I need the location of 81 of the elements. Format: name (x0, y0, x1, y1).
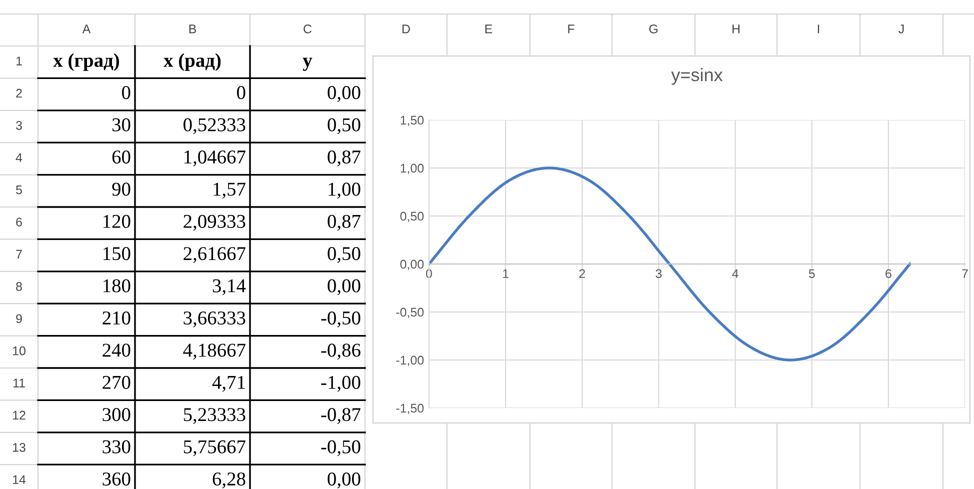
text: x (град) (53, 53, 120, 71)
text: D (402, 24, 410, 34)
text: 0,52333 (184, 118, 246, 134)
text: G (649, 24, 658, 34)
x-tick-label: 4 (732, 269, 738, 278)
text: 2,09333 (184, 214, 246, 231)
text: 9 (16, 314, 22, 324)
text: 0 (122, 86, 130, 100)
text: 60 (112, 150, 130, 164)
x-tick-label: 1 (503, 269, 508, 278)
text: J (898, 24, 904, 34)
chart-title: y=sinx (671, 68, 723, 85)
text: 10 (13, 346, 26, 356)
text: -0,86 (321, 344, 360, 360)
text: I (818, 24, 820, 34)
text: 0,00 (328, 279, 360, 296)
text: C (304, 24, 312, 34)
text: y (302, 58, 312, 71)
text: 14 (13, 475, 26, 484)
text: -0,50 (321, 311, 360, 328)
text: 0,00 (328, 472, 360, 488)
text: 90 (112, 182, 130, 196)
text: 2 (16, 88, 22, 98)
text: 1,04667 (184, 150, 246, 166)
x-tick-label: 6 (886, 269, 892, 278)
text: 1,57 (214, 182, 246, 199)
y-tick-label: 0,50 (400, 212, 424, 222)
text: 5,75667 (184, 440, 246, 456)
text: 5,23333 (184, 408, 246, 424)
text: 0,87 (328, 150, 360, 166)
text: 4,18667 (183, 344, 246, 360)
text: 11 (13, 378, 25, 388)
text: H (732, 24, 740, 34)
text: F (568, 24, 574, 34)
text: 330 (102, 440, 130, 454)
text: 0 (237, 86, 246, 100)
text: 180 (104, 279, 130, 292)
text: 5 (16, 186, 22, 194)
y-tick-label: -1,00 (396, 356, 424, 366)
text: 1 (16, 56, 22, 66)
text: B (189, 24, 196, 34)
text: x (рад) (164, 53, 221, 71)
text: 120 (104, 214, 130, 228)
text: 2,61667 (184, 247, 246, 263)
text: 210 (102, 311, 130, 325)
text: -1,00 (321, 376, 360, 392)
text: 270 (102, 376, 130, 389)
y-tick-label: -1,50 (396, 404, 424, 414)
text: 300 (102, 408, 130, 422)
x-tick-label: 5 (808, 269, 815, 278)
x-tick-label: 7 (962, 269, 968, 278)
text: -0,87 (321, 408, 360, 424)
text: 3,66333 (184, 312, 246, 328)
text: 3,14 (212, 279, 246, 296)
text: 360 (102, 472, 130, 486)
y-tick-label: 1,00 (400, 164, 424, 174)
y-tick-label: 0,00 (400, 260, 424, 270)
text: 4 (16, 153, 22, 162)
text: 0,00 (328, 86, 360, 102)
text: 0,87 (328, 214, 360, 231)
text: 30 (112, 118, 130, 132)
text: 1,00 (328, 182, 360, 199)
text: 0,50 (328, 118, 360, 134)
text: 7 (16, 250, 22, 259)
text: 0,50 (328, 247, 360, 263)
text: 6,28 (212, 472, 246, 488)
text: 6 (16, 218, 22, 226)
text: E (485, 24, 492, 34)
text: 4,71 (212, 376, 245, 392)
text: A (82, 24, 91, 34)
text: 13 (13, 443, 26, 452)
text: 240 (102, 344, 130, 357)
text: 12 (13, 410, 26, 420)
y-tick-label: -0,50 (396, 308, 424, 318)
text: 8 (16, 282, 22, 291)
y-tick-label: 1,50 (400, 116, 424, 126)
text: 3 (16, 121, 22, 130)
x-tick-label: 3 (656, 269, 662, 278)
text: -0,50 (321, 440, 360, 456)
x-tick-label: 2 (579, 269, 585, 278)
text: 150 (104, 247, 130, 260)
